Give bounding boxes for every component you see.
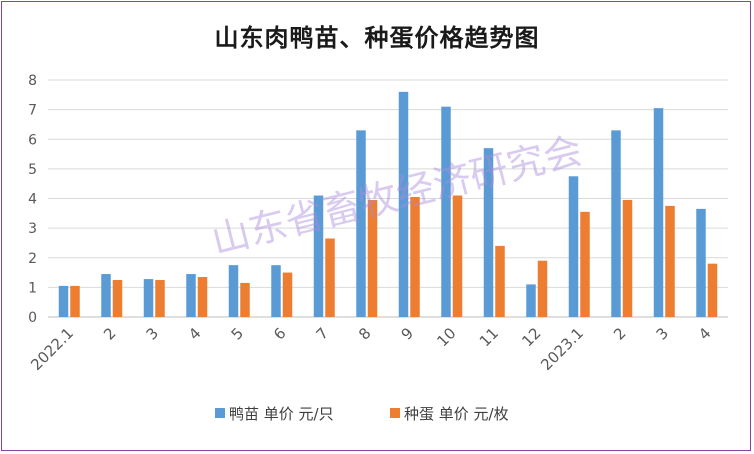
y-tick-label: 8 [28,73,37,89]
y-tick-label: 0 [28,310,37,326]
duckling-price-bar [101,274,111,317]
watermark: 山东省畜牧经济研究会 [207,128,586,263]
x-tick-label: 2 [610,324,629,343]
x-tick-label: 8 [355,324,374,343]
x-tick-label: 2 [100,324,119,343]
legend-label: 种蛋 单价 元/枚 [404,405,509,423]
egg-price-bar [197,277,208,317]
egg-price-bar [70,285,80,317]
x-tick-label: 2023.1 [537,324,587,374]
y-tick-label: 1 [28,280,37,296]
duckling-price-bar [356,130,366,317]
x-tick-label: 3 [653,324,672,343]
egg-price-bar [325,238,335,317]
duckling-price-bar [271,265,281,317]
x-tick-label: 4 [185,324,204,343]
duckling-price-bar [568,176,579,317]
duckling-price-bar [58,285,69,317]
egg-price-bar [112,279,123,317]
y-axis-ticks: 0 1 2 3 4 5 6 7 8 [28,73,37,326]
x-tick-label: 6 [270,324,289,343]
y-tick-label: 7 [28,103,37,119]
y-tick-label: 5 [28,162,37,178]
egg-price-bar [155,279,165,317]
duckling-price-bar [143,279,154,317]
duckling-price-bar [611,130,621,317]
duckling-price-bar [441,106,451,317]
x-tick-label: 7 [313,324,332,343]
x-tick-label: 5 [228,324,247,343]
egg-price-bar [452,195,463,317]
egg-price-bar [537,260,548,317]
duckling-price-bar [483,148,494,317]
watermark-text: 山东省畜牧经济研究会 [207,128,586,263]
y-tick-label: 6 [28,132,37,148]
x-tick-label: 4 [695,324,714,343]
egg-price-bar [410,197,420,317]
y-tick-label: 4 [28,192,37,208]
duckling-price-bar [228,265,239,317]
duckling-price-bar [696,208,706,317]
egg-price-bar [240,282,250,317]
egg-price-bar [665,205,675,317]
egg-price-bar [707,263,718,317]
legend-swatch-egg [390,408,400,418]
duckling-price-bar [313,195,324,317]
y-tick-label: 3 [28,221,37,237]
egg-price-bar [282,272,293,317]
bars [58,91,718,317]
duckling-price-bar [653,108,664,317]
egg-price-bar [580,211,590,317]
x-tick-label: 12 [518,324,544,350]
x-tick-label: 2022.1 [27,324,77,374]
x-tick-label: 10 [433,324,459,350]
egg-price-bar [367,199,378,317]
y-tick-label: 2 [28,251,37,267]
legend-label: 鸭苗 单价 元/只 [229,405,334,423]
legend-swatch-duckling [215,408,225,418]
chart-title: 山东肉鸭苗、种蛋价格趋势图 [214,24,540,52]
x-tick-label: 11 [476,324,502,350]
legend: 鸭苗 单价 元/只 种蛋 单价 元/枚 [215,405,509,423]
x-tick-label: 3 [143,324,162,343]
duckling-price-bar [186,274,196,317]
egg-price-bar [495,245,505,317]
duckling-price-bar [526,284,536,317]
x-tick-label: 9 [398,324,417,343]
duckling-price-bar [398,91,409,317]
egg-price-bar [622,199,633,317]
